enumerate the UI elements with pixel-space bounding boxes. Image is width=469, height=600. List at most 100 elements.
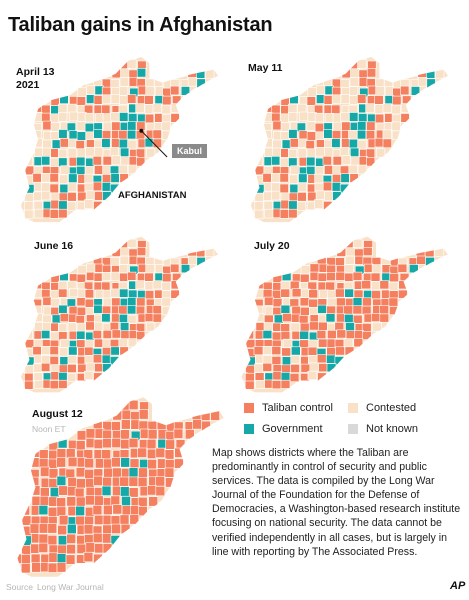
district-cell: [24, 209, 34, 220]
district-cell: [77, 265, 87, 275]
district-cell: [371, 313, 381, 322]
district-cell: [138, 409, 149, 420]
legend-item-taliban: Taliban control: [244, 402, 333, 414]
district-cell: [374, 95, 384, 105]
district-cell: [94, 191, 104, 201]
district-cell: [42, 139, 52, 150]
district-cell: [75, 315, 85, 325]
district-cell: [280, 331, 291, 341]
district-cell: [170, 263, 180, 273]
district-cell: [127, 94, 137, 104]
district-cell: [49, 346, 59, 356]
district-cell: [109, 322, 119, 331]
district-cell: [111, 329, 121, 339]
district-cell: [84, 289, 94, 299]
district-cell: [49, 331, 60, 341]
district-cell: [335, 271, 346, 281]
district-cell: [307, 346, 318, 356]
district-cell: [120, 486, 130, 497]
district-cell: [152, 129, 162, 140]
district-cell: [315, 147, 325, 157]
district-cell: [47, 506, 58, 517]
district-cell: [42, 147, 52, 158]
district-cell: [33, 138, 43, 148]
district-cell: [374, 137, 384, 148]
district-cell: [94, 338, 104, 348]
district-cell: [109, 165, 120, 176]
district-cell: [323, 129, 333, 139]
district-cell: [165, 439, 175, 450]
district-cell: [398, 289, 408, 299]
district-cell: [270, 190, 281, 201]
district-cell: [161, 121, 171, 132]
district-cell: [399, 272, 410, 282]
district-cell: [271, 346, 282, 356]
district-cell: [137, 447, 147, 458]
district-cell: [172, 272, 182, 282]
district-cell: [336, 247, 347, 257]
district-cell: [48, 496, 59, 507]
district-cell: [331, 104, 341, 115]
district-cell: [59, 272, 69, 282]
district-cell: [38, 523, 49, 534]
district-cell: [76, 148, 86, 158]
map-july: July 20: [228, 232, 463, 397]
district-cell: [119, 476, 129, 487]
district-cell: [101, 485, 112, 496]
district-cell: [271, 380, 282, 390]
district-cell: [271, 104, 281, 115]
district-cell: [262, 130, 272, 140]
district-cell: [365, 148, 376, 159]
district-cell: [111, 297, 121, 307]
district-cell: [345, 247, 356, 257]
legend-label: Taliban control: [262, 402, 333, 414]
district-cell: [48, 449, 58, 461]
district-cell: [170, 289, 180, 299]
district-cell: [48, 468, 59, 479]
district-cell: [101, 104, 111, 115]
district-cell: [254, 372, 265, 382]
district-cell: [370, 272, 381, 282]
district-cell: [262, 281, 273, 291]
district-cell: [255, 322, 266, 332]
district-cell: [280, 122, 290, 132]
district-cell: [135, 280, 145, 290]
district-cell: [161, 104, 171, 115]
district-cell: [361, 280, 371, 290]
district-cell: [31, 495, 42, 506]
district-cell: [93, 201, 103, 211]
legend-label: Government: [262, 423, 323, 435]
district-cell: [344, 272, 354, 282]
district-cell: [254, 363, 264, 373]
district-cell: [357, 59, 367, 69]
district-cell: [375, 86, 385, 96]
district-cell: [67, 477, 78, 488]
district-cell: [289, 280, 300, 290]
district-cell: [341, 121, 351, 132]
district-cell: [244, 330, 255, 340]
district-cell: [58, 364, 68, 374]
district-cell: [288, 200, 298, 210]
district-cell: [102, 533, 112, 544]
district-cell: [272, 147, 282, 158]
district-cell: [155, 447, 166, 458]
district-cell: [34, 380, 44, 389]
district-cell: [58, 192, 68, 202]
district-cell: [308, 298, 318, 308]
district-cell: [298, 315, 309, 325]
district-cell: [65, 448, 76, 459]
district-cell: [382, 103, 392, 113]
district-cell: [366, 67, 377, 78]
district-cell: [331, 130, 342, 140]
district-cell: [319, 289, 329, 299]
district-cell: [102, 476, 112, 487]
district-cell: [281, 364, 291, 374]
district-cell: [56, 497, 67, 508]
district-cell: [314, 122, 324, 133]
district-cell: [58, 515, 69, 526]
district-cell: [111, 437, 122, 449]
district-cell: [49, 173, 59, 183]
district-cell: [94, 495, 104, 506]
district-cell: [263, 138, 273, 148]
district-cell: [110, 111, 120, 122]
